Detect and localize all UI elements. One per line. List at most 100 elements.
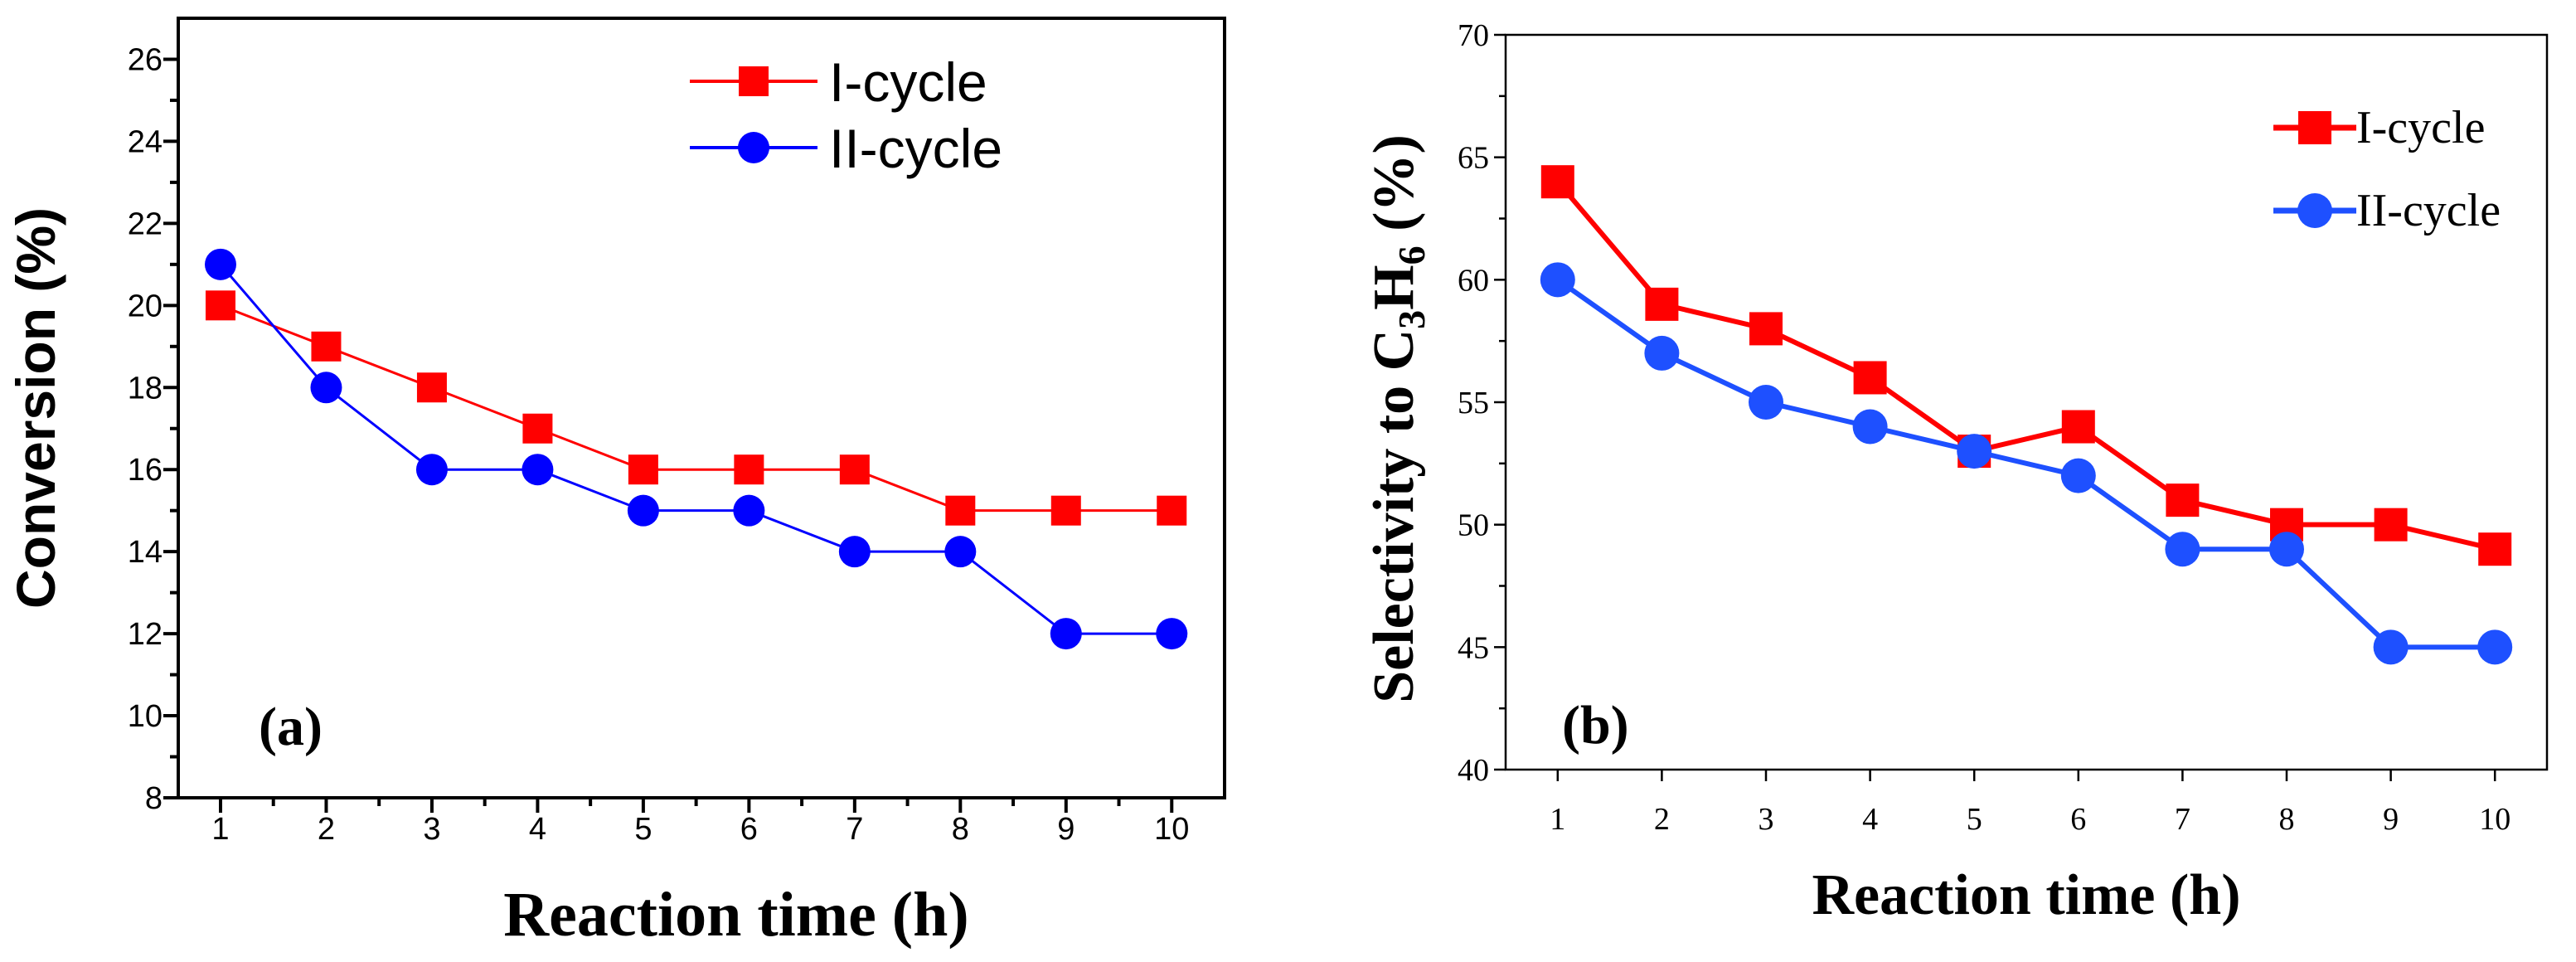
legend-a-item-i-cycle: I-cycle: [690, 51, 987, 113]
chart-a-xtick-label: 5: [634, 812, 652, 847]
data-point-a-ii-cycle: [838, 536, 871, 568]
data-point-a-ii-cycle: [733, 494, 765, 527]
chart-b-xtick-label: 9: [2383, 802, 2399, 837]
chart-a-panel-label: (a): [259, 697, 323, 757]
chart-a-frame: [177, 17, 1226, 799]
data-point-b-i-cycle: [2061, 410, 2095, 444]
data-point-b-ii-cycle: [1957, 434, 1992, 469]
legend-a-marker-ii-cycle: [738, 132, 769, 163]
legend-a-marker-i-cycle: [739, 66, 769, 96]
chart-a-xtick-label: 3: [423, 812, 440, 847]
series-b-line-ii-cycle: [1556, 277, 2496, 650]
data-point-b-i-cycle: [1645, 287, 1679, 321]
data-point-b-ii-cycle: [2165, 532, 2200, 567]
chart-a-xtick-label: 6: [740, 812, 758, 847]
chart-a-ylabel: Conversion (%): [5, 207, 66, 609]
chart-a-xtick-label: 1: [211, 812, 229, 847]
legend-b-marker-i-cycle: [2298, 111, 2331, 144]
chart-b-xlabel: Reaction time (h): [1812, 863, 2240, 927]
chart-a-xtick-label: 8: [952, 812, 969, 847]
legend-b-label-i-cycle: I-cycle: [2356, 102, 2485, 153]
data-point-b-i-cycle: [1853, 361, 1887, 395]
legend-b-item-i-cycle: I-cycle: [2273, 102, 2485, 153]
chart-b-ytick-label: 45: [1458, 630, 1489, 665]
chart-b-xtick-label: 6: [2070, 802, 2086, 837]
data-point-a-ii-cycle: [415, 454, 448, 486]
legend-a-label-ii-cycle: II-cycle: [829, 118, 1002, 179]
legend-b-label-ii-cycle: II-cycle: [2356, 185, 2501, 236]
data-point-b-ii-cycle: [2477, 629, 2513, 665]
chart-a-ytick-label: 8: [145, 781, 163, 816]
chart-b-ylabel-part-3: (%): [1362, 134, 1426, 245]
legend-b-marker-ii-cycle: [2297, 193, 2332, 228]
data-point-b-i-cycle: [2166, 483, 2200, 517]
chart-b-xtick-label: 1: [1550, 802, 1565, 837]
data-point-b-ii-cycle: [1540, 262, 1575, 298]
data-point-b-i-cycle: [1540, 165, 1574, 199]
chart-b-ytick-label: 65: [1458, 141, 1489, 176]
data-point-a-ii-cycle: [1156, 618, 1188, 650]
data-point-b-i-cycle: [2374, 508, 2408, 542]
data-point-b-i-cycle: [1749, 312, 1783, 346]
data-point-b-ii-cycle: [2269, 532, 2304, 567]
chart-a-ytick-label: 18: [128, 371, 163, 406]
chart-b-xtick-label: 7: [2175, 802, 2190, 837]
legend-b-item-ii-cycle: II-cycle: [2273, 185, 2501, 236]
data-point-a-i-cycle: [628, 454, 658, 485]
chart-a-ytick-label: 20: [128, 289, 163, 323]
chart-b-ytick-label: 70: [1458, 18, 1489, 53]
data-point-b-ii-cycle: [2060, 458, 2096, 493]
chart-a-xtick-label: 9: [1057, 812, 1075, 847]
data-point-a-ii-cycle: [1050, 618, 1082, 650]
data-point-a-ii-cycle: [204, 248, 236, 280]
legend-a-label-i-cycle: I-cycle: [829, 51, 987, 113]
chart-b-xtick-label: 8: [2279, 802, 2295, 837]
series-a-line-i-cycle: [220, 304, 1172, 513]
chart-a-ytick-label: 26: [128, 42, 163, 77]
data-point-a-i-cycle: [522, 413, 553, 444]
data-point-b-ii-cycle: [1852, 409, 1888, 445]
data-point-a-i-cycle: [1050, 495, 1081, 526]
data-point-a-i-cycle: [945, 495, 976, 526]
data-point-a-ii-cycle: [522, 454, 554, 486]
chart-a-xtick-label: 10: [1154, 812, 1189, 847]
data-point-a-ii-cycle: [627, 494, 659, 527]
data-point-b-ii-cycle: [1644, 335, 1680, 371]
chart-a-xtick-label: 4: [529, 812, 546, 847]
chart-b-ylabel-sub-1: 3: [1390, 310, 1433, 329]
chart-b-ytick-label: 50: [1458, 508, 1489, 543]
chart-b-xtick-label: 5: [1967, 802, 1982, 837]
chart-a-xtick-label: 7: [846, 812, 863, 847]
data-point-a-ii-cycle: [310, 372, 342, 404]
data-point-b-i-cycle: [2478, 532, 2512, 566]
chart-a-ytick-label: 24: [128, 124, 163, 159]
series-a-line-ii-cycle: [219, 263, 1172, 635]
data-point-a-i-cycle: [311, 331, 342, 362]
chart-b-ylabel: Selectivity to C3H6 (%): [1362, 134, 1433, 703]
data-point-b-ii-cycle: [2373, 629, 2409, 665]
chart-a-xtick-label: 2: [318, 812, 335, 847]
chart-a-legend: I-cycle II-cycle: [690, 51, 1002, 179]
chart-a-series: [204, 248, 1188, 650]
data-point-a-i-cycle: [1157, 495, 1187, 526]
data-point-a-i-cycle: [416, 372, 447, 403]
chart-a-xlabel: Reaction time (h): [503, 880, 968, 950]
chart-b-ytick-label: 55: [1458, 386, 1489, 420]
chart-b-xtick-label: 3: [1759, 802, 1774, 837]
chart-b-ytick-label: 60: [1458, 263, 1489, 298]
chart-b-legend: I-cycle II-cycle: [2273, 102, 2501, 236]
chart-a-ytick-label: 16: [128, 453, 163, 488]
chart-b-xtick-label: 4: [1862, 802, 1878, 837]
chart-b-ylabel-sub-2: 6: [1390, 245, 1433, 265]
chart-b-series: [1540, 165, 2513, 665]
legend-a-item-ii-cycle: II-cycle: [690, 118, 1002, 179]
chart-b-ytick-label: 40: [1458, 753, 1489, 788]
data-point-a-i-cycle: [205, 290, 235, 321]
chart-b-xtick-label: 2: [1654, 802, 1670, 837]
chart-a-ytick-label: 12: [128, 617, 163, 652]
chart-b-panel-label: (b): [1562, 695, 1629, 756]
